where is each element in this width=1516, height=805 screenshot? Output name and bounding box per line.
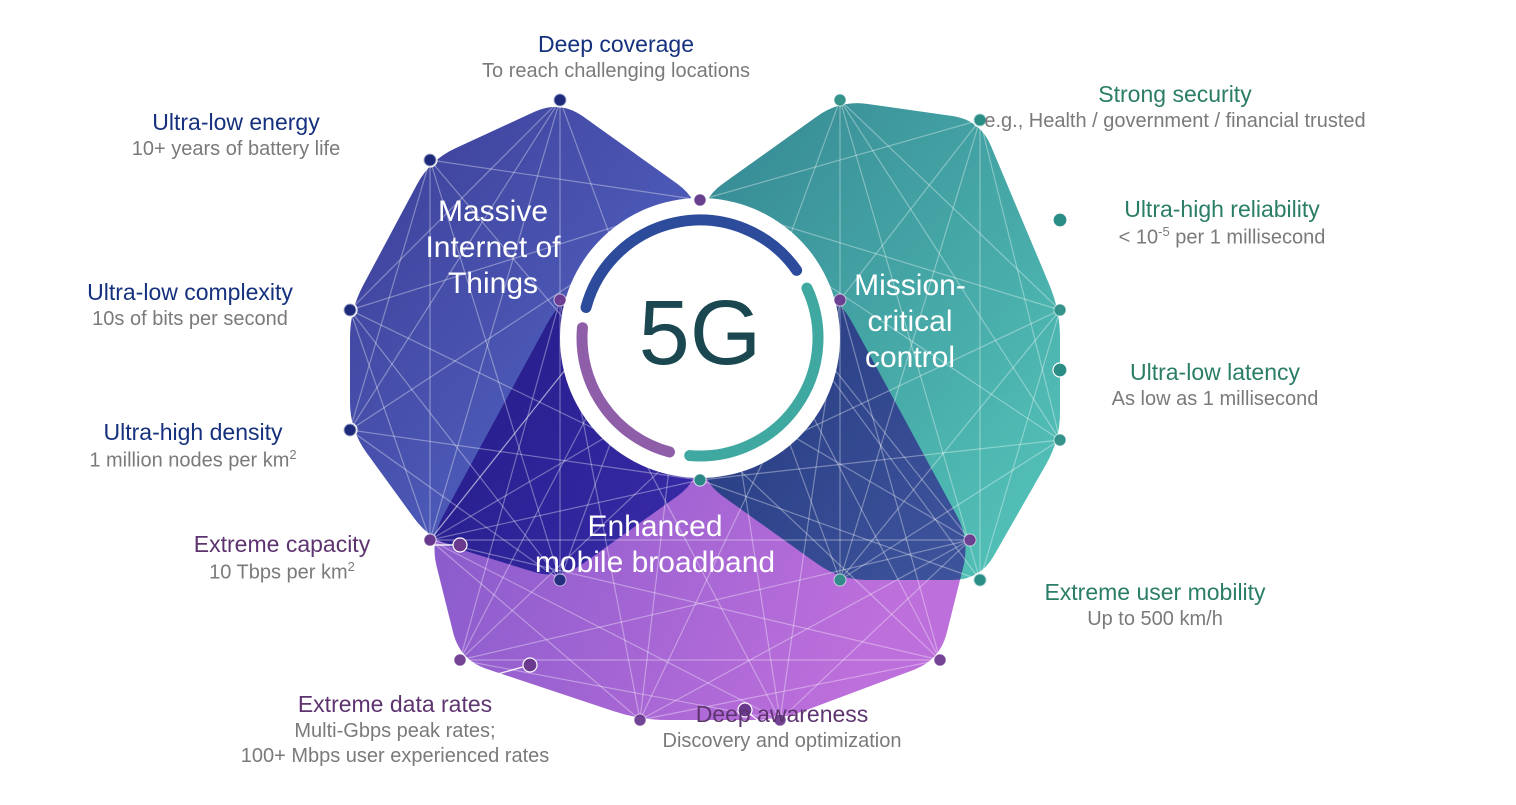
callout-iot-2: Ultra-low complexity10s of bits per seco… (0, 278, 400, 332)
callout-broadband-1: Extreme data ratesMulti-Gbps peak rates;… (185, 690, 605, 769)
callout-mission-1: Ultra-high reliability< 10-5 per 1 milli… (1012, 195, 1432, 250)
callout-iot-3: Ultra-high density1 million nodes per km… (0, 418, 403, 473)
callout-broadband-2: Deep awarenessDiscovery and optimization (572, 700, 992, 754)
callout-broadband-0: Extreme capacity10 Tbps per km2 (72, 530, 492, 585)
callout-mission-3: Extreme user mobilityUp to 500 km/h (945, 578, 1365, 632)
callout-mission-0: Strong securitye.g., Health / government… (965, 80, 1385, 134)
callout-mission-2: Ultra-low latencyAs low as 1 millisecond (1005, 358, 1425, 412)
callout-iot-1: Ultra-low energy10+ years of battery lif… (26, 108, 446, 162)
diagram-stage: 5G MassiveInternet ofThingsMission-criti… (0, 0, 1516, 805)
callout-iot-0: Deep coverageTo reach challenging locati… (406, 30, 826, 84)
node-dot (523, 658, 537, 672)
lobe-label-broadband: Enhancedmobile broadband (495, 509, 815, 581)
